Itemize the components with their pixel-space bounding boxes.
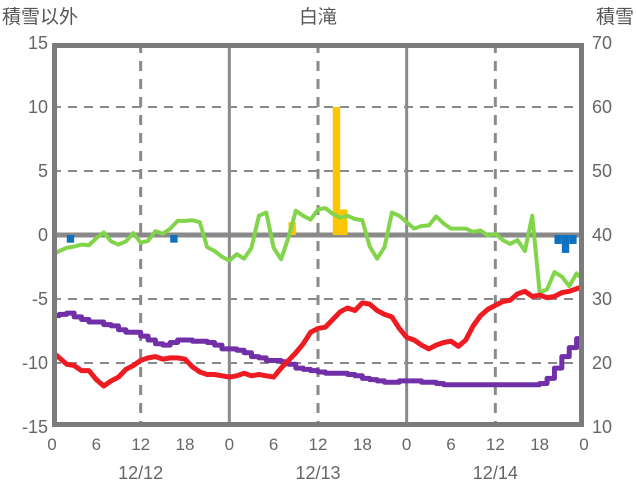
bar (66, 235, 75, 243)
x-tick-4: 0 (224, 435, 235, 454)
left-tick-0: 0 (37, 225, 48, 245)
x-tick-2: 12 (131, 435, 151, 454)
x-tick-7: 18 (352, 435, 372, 454)
right-tick-60: 60 (592, 97, 613, 117)
left-tick-neg15: -15 (21, 417, 48, 437)
right-tick-20: 20 (592, 353, 613, 373)
right-tick-70: 70 (592, 33, 613, 53)
right-tick-10: 10 (592, 417, 613, 437)
bar (554, 235, 562, 244)
series-line-積雪深 (52, 206, 584, 295)
bar (332, 107, 341, 235)
x-tick-10: 12 (485, 435, 505, 454)
series-line-最低気温 (52, 283, 584, 389)
left-tick-neg5: -5 (31, 289, 48, 309)
x-tick-8: 0 (401, 435, 412, 454)
day-label-2: 12/14 (472, 463, 518, 483)
day-label-0: 12/12 (118, 463, 164, 483)
left-tick-15: 15 (27, 33, 48, 53)
bar-series-積雪減少 (66, 235, 577, 253)
left-tick-neg10: -10 (21, 353, 48, 373)
x-tick-9: 6 (446, 435, 456, 454)
left-tick-5: 5 (37, 161, 48, 181)
right-tick-40: 40 (592, 225, 613, 245)
bar (340, 209, 348, 235)
chart-canvas (52, 43, 584, 427)
right-axis-title: 積雪 (595, 7, 634, 28)
right-tick-50: 50 (592, 161, 613, 181)
plot-area (52, 43, 584, 427)
chart-title: 白滝 (298, 7, 337, 28)
x-tick-6: 12 (308, 435, 328, 454)
bar (561, 235, 570, 253)
x-tick-3: 18 (175, 435, 195, 454)
x-tick-1: 6 (91, 435, 102, 454)
x-tick-11: 18 (530, 435, 550, 454)
day-label-1: 12/13 (295, 463, 341, 483)
bar (569, 235, 577, 244)
left-axis-title: 積雪以外 (2, 7, 79, 28)
x-tick-12: 0 (579, 435, 589, 454)
bar (170, 235, 178, 243)
x-tick-0: 0 (47, 435, 57, 454)
right-tick-30: 30 (592, 289, 613, 309)
left-tick-10: 10 (27, 97, 48, 117)
series-line-最高気温 (52, 310, 584, 388)
x-tick-5: 6 (268, 435, 279, 454)
